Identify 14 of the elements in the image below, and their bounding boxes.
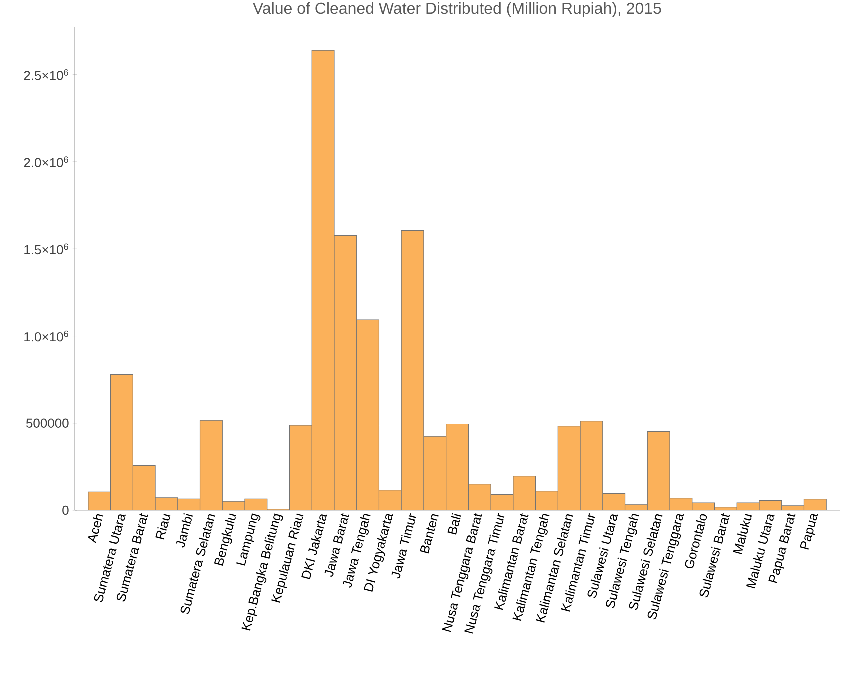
y-tick-label: 1.5×10$^{6}$ [24, 244, 68, 255]
x-tick-label: Aceh [88, 514, 104, 544]
chart-title: Value of Cleaned Water Distributed (Million Rupiah), 2015 [253, 2, 662, 18]
x-tick-label: Papua [800, 514, 818, 550]
x-tick-label: Bali [448, 513, 462, 535]
y-tick-label: 2.5×10$^{6}$ [24, 69, 68, 80]
y-tick-label: 1.0×10$^{6}$ [24, 330, 68, 342]
x-tick-label: Banten [420, 514, 439, 554]
y-tick-label: 500000 [26, 418, 69, 428]
y-tick-label: 0 [62, 506, 69, 516]
y-tick-label: 2.0×10$^{6}$ [24, 156, 68, 168]
x-tick-label: Bengkulu [214, 514, 237, 566]
x-tick-label: Jambi [176, 513, 194, 548]
x-tick-label: Riau [156, 514, 171, 540]
